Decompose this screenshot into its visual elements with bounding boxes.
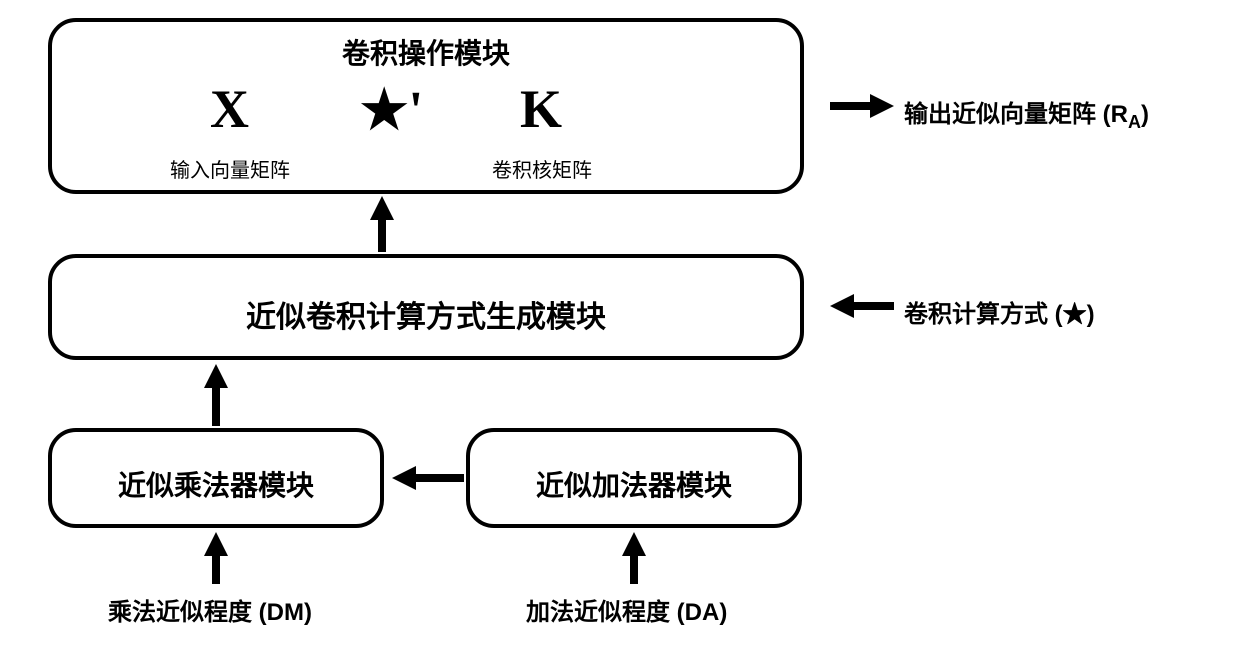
arrow-conv-to-output-head [870, 94, 894, 118]
output-label: 输出近似向量矩阵 (RA) [904, 94, 1149, 133]
adder-title: 近似加法器模块 [470, 464, 798, 504]
arrow-adder-to-mult-head [392, 466, 416, 490]
symbol-k: K [520, 78, 562, 140]
arrow-mult-to-gen-head [204, 364, 228, 388]
output-label-tail: ) [1141, 101, 1149, 128]
approx-gen-box: 近似卷积计算方式生成模块 [48, 254, 804, 360]
arrow-method-to-gen-line [852, 302, 894, 310]
conv-op-box: 卷积操作模块 X ★' K 输入向量矩阵 卷积核矩阵 [48, 18, 804, 194]
arrow-gen-to-conv-line [378, 218, 386, 252]
da-label: 加法近似程度 (DA) [526, 592, 727, 627]
mult-title: 近似乘法器模块 [52, 464, 380, 504]
conv-method-label: 卷积计算方式 (★) [904, 294, 1095, 329]
output-label-sub: A [1128, 112, 1141, 132]
arrow-dm-to-mult-head [204, 532, 228, 556]
symbol-x: X [210, 78, 249, 140]
arrow-da-to-adder-line [630, 554, 638, 584]
arrow-adder-to-mult-line [414, 474, 464, 482]
symbol-star: ★' [360, 78, 423, 141]
arrow-method-to-gen-head [830, 294, 854, 318]
arrow-conv-to-output-line [830, 102, 872, 110]
adder-box: 近似加法器模块 [466, 428, 802, 528]
arrow-mult-to-gen-line [212, 386, 220, 426]
dm-label: 乘法近似程度 (DM) [108, 592, 312, 627]
arrow-gen-to-conv-head [370, 196, 394, 220]
sub-label-k: 卷积核矩阵 [492, 154, 592, 183]
approx-gen-title: 近似卷积计算方式生成模块 [52, 292, 800, 336]
mult-box: 近似乘法器模块 [48, 428, 384, 528]
sub-label-x: 输入向量矩阵 [170, 154, 290, 183]
arrow-da-to-adder-head [622, 532, 646, 556]
conv-op-title: 卷积操作模块 [52, 32, 800, 72]
output-label-text: 输出近似向量矩阵 (R [904, 101, 1128, 128]
arrow-dm-to-mult-line [212, 554, 220, 584]
